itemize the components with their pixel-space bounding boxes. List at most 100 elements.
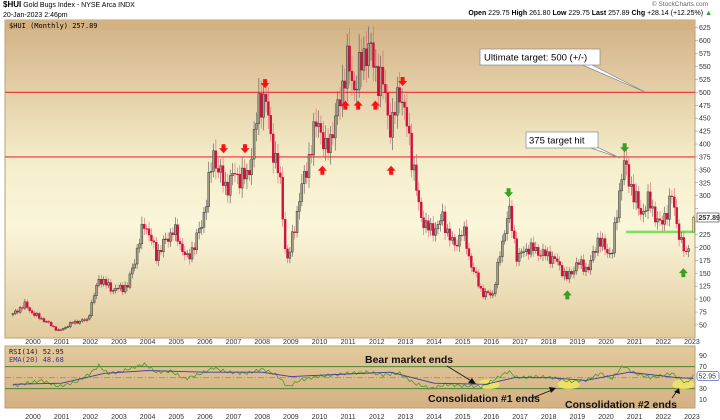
y-tick-label: 125 [699, 284, 711, 291]
y-tick-label: 300 [699, 193, 711, 200]
x-tick-label-bottom: 2012 [369, 414, 385, 420]
candle [372, 42, 375, 68]
candle [336, 99, 339, 117]
candle [398, 87, 401, 103]
x-tick-label-bottom: 2023 [684, 414, 700, 420]
callout-ultimate-text: Ultimate target: 500 (+/-) [484, 53, 587, 64]
green-arrow-down-icon [620, 143, 630, 153]
rsi-y-tick-label: 70 [699, 364, 707, 371]
candle [85, 318, 89, 321]
candle [38, 313, 41, 319]
candle [687, 248, 690, 252]
candle [229, 175, 232, 196]
candle [305, 171, 308, 178]
candle [66, 326, 70, 328]
x-tick-label-bottom: 2013 [398, 414, 414, 420]
candle [324, 138, 327, 150]
candle [274, 153, 277, 163]
x-tick-label-bottom: 2006 [197, 414, 213, 420]
candle [135, 247, 139, 265]
y-tick-label: 75 [699, 310, 707, 317]
candle [114, 287, 117, 291]
candle [30, 310, 34, 314]
candle [159, 249, 163, 253]
low-label: Low [552, 10, 567, 17]
candle [343, 80, 347, 89]
candle [92, 295, 96, 303]
x-tick-label-top: 2014 [426, 339, 442, 346]
x-tick-label-bottom: 2007 [226, 414, 242, 420]
candle [252, 129, 256, 160]
rsi-last-box [696, 371, 720, 381]
x-tick-label-bottom: 2021 [627, 414, 643, 420]
candle [400, 101, 404, 104]
red-arrow-up-icon [317, 165, 327, 175]
candle [472, 267, 475, 272]
candle [286, 248, 289, 259]
candle [88, 315, 91, 320]
y-tick-label: 550 [699, 64, 711, 71]
y-tick-label: 200 [699, 245, 711, 252]
candle [152, 240, 156, 243]
candle [491, 293, 495, 296]
red-arrow-up-icon [353, 100, 363, 110]
candle [415, 164, 418, 191]
x-tick-label-top: 2003 [111, 339, 127, 346]
red-arrow-up-icon [370, 100, 380, 110]
candle [45, 321, 48, 323]
candle [405, 107, 409, 127]
candle [271, 133, 275, 163]
candle [69, 322, 72, 327]
candle [54, 326, 58, 331]
y-tick-label: 175 [699, 258, 711, 265]
candle [326, 138, 330, 153]
candle [35, 313, 39, 316]
candle [568, 271, 571, 280]
x-tick-label-bottom: 2011 [341, 414, 356, 420]
candle [591, 251, 595, 261]
ema-legend: EMA(20) 48.68 [9, 356, 64, 364]
candle [226, 181, 230, 196]
candle [174, 224, 177, 236]
candle [47, 321, 50, 323]
candle [76, 320, 79, 324]
candle [443, 211, 447, 234]
candle [596, 237, 600, 253]
candle [33, 312, 36, 316]
candle [663, 213, 666, 225]
candle [291, 231, 294, 253]
candle [548, 251, 552, 264]
candle [307, 154, 311, 178]
candle [288, 251, 292, 259]
candle [685, 250, 688, 253]
candle [164, 238, 167, 240]
candle [212, 150, 215, 172]
symbol: $HUI [3, 0, 22, 9]
x-tick-label-top: 2016 [484, 339, 500, 346]
y-tick-label: 150 [699, 271, 711, 278]
highlight-ellipse [672, 379, 695, 390]
y-tick-label: 325 [699, 180, 711, 187]
x-tick-label-bottom: 2000 [25, 414, 41, 420]
candle [599, 237, 602, 247]
x-tick-label-top: 2005 [168, 339, 184, 346]
x-tick-label-bottom: 2016 [484, 414, 500, 420]
candle [97, 278, 101, 286]
x-tick-label-top: 2011 [341, 339, 356, 346]
copyright: © StockCharts.com [651, 1, 708, 8]
candle [584, 266, 588, 272]
rsi-panel [4, 345, 696, 409]
candle [71, 322, 74, 324]
candle [668, 195, 671, 220]
candle [283, 219, 287, 250]
rsi-last-label: 52.95 [699, 374, 717, 381]
candle [109, 282, 113, 292]
candle [646, 191, 650, 212]
x-tick-label-bottom: 2019 [570, 414, 586, 420]
candle [417, 190, 421, 203]
chart-title: $HUI Gold Bugs Index - NYSE Arca INDX [3, 1, 135, 10]
candle [100, 278, 103, 285]
candle [317, 123, 320, 127]
callout-hit-text: 375 target hit [529, 136, 585, 147]
candle [217, 168, 220, 173]
